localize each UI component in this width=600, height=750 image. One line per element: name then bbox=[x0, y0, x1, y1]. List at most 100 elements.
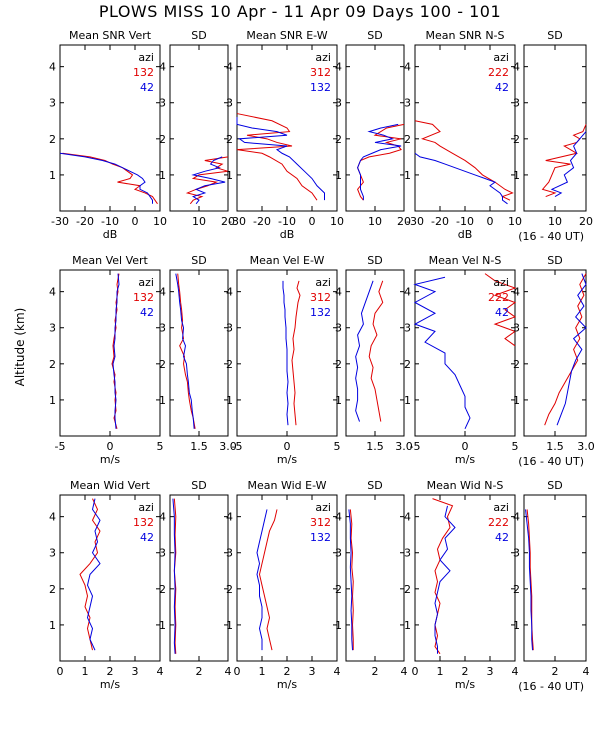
x-tick-label: 2 bbox=[552, 665, 559, 678]
footnote-label: (16 - 40 UT) bbox=[518, 455, 584, 468]
y-tick-label: 1 bbox=[159, 169, 166, 182]
y-tick-label: 3 bbox=[159, 97, 166, 110]
y-tick-label: 3 bbox=[49, 97, 56, 110]
y-tick-label: 1 bbox=[335, 619, 342, 632]
x-tick-label: 10 bbox=[153, 215, 167, 228]
series-line-132 bbox=[355, 280, 374, 422]
y-tick-label: 4 bbox=[513, 286, 520, 299]
x-tick-label: 3.0 bbox=[219, 440, 237, 453]
y-tick-label: 1 bbox=[513, 619, 520, 632]
x-tick-label: 0 bbox=[234, 665, 241, 678]
x-tick-label: 3 bbox=[132, 665, 139, 678]
panel-title: Mean Vel Vert bbox=[72, 254, 148, 267]
panel-18: SD 1 2 3 4 2 4 (16 - 40 UT) bbox=[513, 479, 590, 693]
y-tick-label: 4 bbox=[226, 61, 233, 74]
series-line-42 bbox=[434, 505, 456, 654]
x-tick-label: 4 bbox=[583, 665, 590, 678]
x-tick-label: -30 bbox=[228, 215, 246, 228]
plot-frame bbox=[345, 44, 405, 212]
legend-entry: 132 bbox=[310, 81, 331, 94]
series-line-132 bbox=[236, 117, 325, 201]
x-tick-label: 2 bbox=[284, 665, 291, 678]
y-tick-label: 4 bbox=[513, 511, 520, 524]
y-tick-label: 3 bbox=[513, 322, 520, 335]
legend-header: azi bbox=[493, 276, 509, 289]
series-line-132 bbox=[256, 509, 268, 651]
panel-2: SD 1 2 3 4 10 20 bbox=[159, 29, 235, 228]
series-line-42 bbox=[191, 156, 226, 205]
y-tick-label: 4 bbox=[159, 286, 166, 299]
x-tick-label: -10 bbox=[101, 215, 119, 228]
series-line-42 bbox=[413, 276, 471, 429]
x-tick-label: 2 bbox=[107, 665, 114, 678]
y-tick-label: 4 bbox=[513, 61, 520, 74]
y-tick-label: 4 bbox=[226, 511, 233, 524]
series-line-312 bbox=[236, 113, 318, 201]
series-line-132 bbox=[282, 280, 289, 426]
y-tick-label: 4 bbox=[335, 61, 342, 74]
series-line-42 bbox=[86, 498, 101, 651]
panel-title: SD bbox=[367, 254, 382, 267]
y-tick-label: 1 bbox=[226, 619, 233, 632]
series-line-42 bbox=[59, 152, 153, 204]
y-tick-label: 2 bbox=[49, 583, 56, 596]
plot-frame bbox=[169, 494, 229, 662]
panel-title: Mean Vel E-W bbox=[250, 254, 325, 267]
y-tick-label: 2 bbox=[404, 583, 411, 596]
series-line-132 bbox=[177, 273, 196, 429]
panel-10: SD 1 2 3 4 1.5 3.0 bbox=[335, 254, 413, 453]
x-tick-label: -10 bbox=[456, 215, 474, 228]
x-tick-label: 4 bbox=[512, 665, 519, 678]
panel-8: SD 1 2 3 4 1.5 3.0 bbox=[159, 254, 237, 453]
series-line-312 bbox=[368, 280, 384, 422]
x-tick-label: 2 bbox=[462, 665, 469, 678]
y-tick-label: 3 bbox=[226, 547, 233, 560]
x-tick-label: -20 bbox=[76, 215, 94, 228]
y-tick-label: 2 bbox=[159, 358, 166, 371]
y-tick-label: 3 bbox=[335, 97, 342, 110]
series-line-132 bbox=[111, 273, 120, 429]
y-tick-label: 3 bbox=[404, 322, 411, 335]
x-tick-label: 5 bbox=[334, 440, 341, 453]
legend-entry: 132 bbox=[133, 291, 154, 304]
legend-entry: 132 bbox=[133, 516, 154, 529]
x-tick-label: -20 bbox=[253, 215, 271, 228]
x-tick-label: 3.0 bbox=[577, 440, 595, 453]
series-line-42 bbox=[525, 509, 534, 651]
panel-title: Mean SNR Vert bbox=[69, 29, 152, 42]
y-tick-label: 2 bbox=[159, 583, 166, 596]
legend-entry: 132 bbox=[310, 306, 331, 319]
y-tick-label: 1 bbox=[49, 619, 56, 632]
x-tick-label: 1 bbox=[437, 665, 444, 678]
panel-14: SD 1 2 3 4 2 4 bbox=[159, 479, 232, 678]
x-tick-label: 1 bbox=[259, 665, 266, 678]
series-line-132 bbox=[62, 152, 158, 205]
y-tick-label: 3 bbox=[226, 322, 233, 335]
x-axis-label: m/s bbox=[277, 678, 297, 691]
y-tick-label: 2 bbox=[335, 358, 342, 371]
footnote-label: (16 - 40 UT) bbox=[518, 230, 584, 243]
series-line-222 bbox=[414, 120, 514, 201]
series-line-312 bbox=[349, 509, 354, 651]
series-line-312 bbox=[357, 123, 405, 201]
x-tick-label: 1.5 bbox=[546, 440, 564, 453]
legend-entry: 132 bbox=[133, 66, 154, 79]
x-tick-label: 0 bbox=[487, 215, 494, 228]
y-tick-label: 4 bbox=[49, 61, 56, 74]
panel-6: SD 1 2 3 4 10 20 (16 - 40 UT) bbox=[513, 29, 593, 243]
x-tick-label: 2 bbox=[372, 665, 379, 678]
x-tick-label: 2 bbox=[196, 665, 203, 678]
y-tick-label: 3 bbox=[335, 547, 342, 560]
x-tick-label: 10 bbox=[330, 215, 344, 228]
legend-entry: 222 bbox=[488, 291, 509, 304]
legend-entry: 42 bbox=[495, 306, 509, 319]
panel-12: SD 1 2 3 4 1.5 3.0 (16 - 40 UT) bbox=[513, 254, 595, 468]
series-line-132 bbox=[348, 509, 354, 651]
panel-title: SD bbox=[547, 254, 562, 267]
panel-title: Mean SNR E-W bbox=[246, 29, 327, 42]
legend-header: azi bbox=[138, 276, 154, 289]
